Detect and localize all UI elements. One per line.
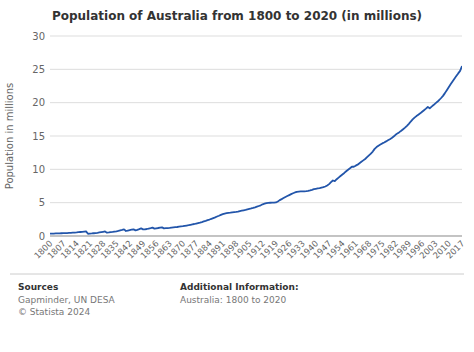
- footer-text: Gapminder, UN DESA: [18, 295, 116, 305]
- grid-line: [50, 202, 462, 203]
- y-tick-label: 30: [32, 31, 45, 42]
- grid-line: [50, 169, 462, 170]
- y-tick-label: 15: [32, 131, 45, 142]
- x-tick-label: 2017: [444, 238, 466, 260]
- y-tick-label: 0: [39, 231, 45, 242]
- grid-line: [50, 69, 462, 70]
- grid-line: [50, 236, 462, 237]
- y-tick-label: 20: [32, 97, 45, 108]
- chart: Population of Australia from 1800 to 202…: [0, 0, 474, 352]
- grid-line: [50, 36, 462, 37]
- y-axis-label: Population in millions: [4, 83, 15, 190]
- footer-text: Australia: 1800 to 2020: [180, 295, 287, 305]
- y-tick-label: 5: [39, 197, 45, 208]
- grid: [50, 36, 462, 236]
- grid-line: [50, 136, 462, 137]
- grid-line: [50, 102, 462, 103]
- footer-label: Additional Information:: [180, 282, 299, 292]
- footer-text: © Statista 2024: [18, 307, 90, 317]
- footer-label: Sources: [18, 282, 58, 292]
- y-tick-label: 10: [32, 164, 45, 175]
- separator: [10, 274, 464, 275]
- plot-area: [50, 66, 462, 234]
- title: Population of Australia from 1800 to 202…: [52, 9, 422, 23]
- x-axis-line: [50, 236, 462, 237]
- y-tick-label: 25: [32, 64, 45, 75]
- line: [50, 66, 462, 234]
